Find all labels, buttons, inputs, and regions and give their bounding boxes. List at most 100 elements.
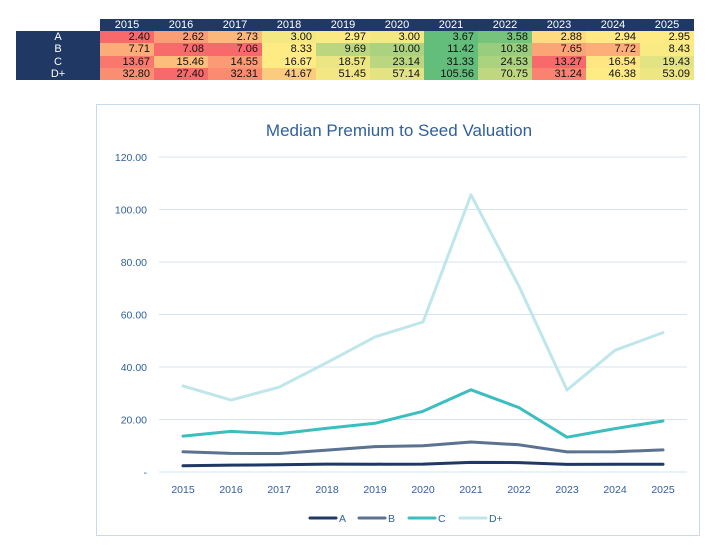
x-tick-label: 2023 [555, 484, 579, 496]
heatmap-col-header: 2019 [316, 19, 370, 32]
y-tick-label: 80.00 [121, 257, 147, 269]
heatmap-cell: 3.00 [370, 31, 424, 44]
heatmap-row-label: D+ [16, 67, 100, 80]
heatmap-cell: 18.57 [316, 55, 370, 68]
x-tick-label: 2022 [507, 484, 531, 496]
heatmap-cell: 51.45 [316, 67, 370, 80]
heatmap-cell: 105.56 [424, 67, 478, 80]
heatmap-col-header: 2024 [586, 19, 640, 32]
legend: A B C D+ [308, 513, 503, 525]
series-lines [181, 193, 665, 468]
legend-label: A [339, 513, 346, 525]
y-axis-ticks: - 20.00 40.00 60.00 80.00 100.00 120.00 [115, 152, 148, 479]
series-line-b [181, 440, 665, 455]
heatmap-row: C 13.67 15.46 14.55 16.67 18.57 23.14 31.33 24.5… [16, 55, 694, 68]
heatmap-cell: 14.55 [208, 55, 262, 68]
heatmap-cell: 23.14 [370, 55, 424, 68]
heatmap-cell: 13.67 [100, 55, 154, 68]
heatmap-cell: 3.67 [424, 31, 478, 44]
x-tick-label: 2017 [267, 484, 291, 496]
x-tick-label: 2024 [603, 484, 627, 496]
heatmap-cell: 2.40 [100, 31, 154, 44]
heatmap-cell: 70.75 [478, 67, 532, 80]
heatmap-corner-cell [16, 19, 100, 32]
heatmap-cell: 7.71 [100, 43, 154, 56]
heatmap-cell: 7.72 [586, 43, 640, 56]
x-tick-label: 2025 [651, 484, 675, 496]
heatmap-cell: 9.69 [316, 43, 370, 56]
y-tick-label: 120.00 [115, 152, 147, 164]
heatmap-cell: 2.73 [208, 31, 262, 44]
heatmap-cell: 16.54 [586, 55, 640, 68]
x-tick-label: 2021 [459, 484, 483, 496]
heatmap-cell: 2.88 [532, 31, 586, 44]
heatmap-cell: 10.00 [370, 43, 424, 56]
heatmap-cell: 11.42 [424, 43, 478, 56]
heatmap-cell: 16.67 [262, 55, 316, 68]
heatmap-cell: 10.38 [478, 43, 532, 56]
heatmap-table: 2015 2016 2017 2018 2019 2020 2021 2022 2023 2024… [16, 19, 694, 80]
line-chart: Median Premium to Seed Valuation - 20.00 4… [115, 121, 687, 525]
x-tick-label: 2020 [411, 484, 435, 496]
legend-label: B [388, 513, 395, 525]
y-tick-label: 40.00 [121, 362, 147, 374]
heatmap-row: D+ 32.80 27.40 32.31 41.67 51.45 57.14 105.56 70… [16, 67, 694, 80]
heatmap-body: A 2.40 2.62 2.73 3.00 2.97 3.00 3.67 3.58 2.88 2.9… [16, 31, 694, 80]
series-line-a [181, 460, 665, 468]
heatmap-row-label: B [16, 43, 100, 56]
heatmap-col-header: 2023 [532, 19, 586, 32]
heatmap-col-header: 2021 [424, 19, 478, 32]
heatmap-cell: 32.31 [208, 67, 262, 80]
heatmap-row-label: C [16, 55, 100, 68]
heatmap-cell: 7.08 [154, 43, 208, 56]
heatmap-cell: 32.80 [100, 67, 154, 80]
legend-label: D+ [489, 513, 503, 525]
heatmap-cell: 3.58 [478, 31, 532, 44]
heatmap-col-header: 2025 [640, 19, 694, 32]
x-axis-ticks: 2015 2016 2017 2018 2019 2020 2021 2022 2023 2024… [171, 484, 675, 496]
x-tick-label: 2015 [171, 484, 195, 496]
series-line-d-plus [181, 193, 665, 402]
series-line-c [181, 388, 665, 439]
heatmap-row-label: A [16, 31, 100, 44]
heatmap-col-header: 2015 [100, 19, 154, 32]
heatmap-cell: 3.00 [262, 31, 316, 44]
heatmap-cell: 41.67 [262, 67, 316, 80]
legend-label: C [438, 513, 446, 525]
heatmap-cell: 27.40 [154, 67, 208, 80]
heatmap-col-header: 2022 [478, 19, 532, 32]
heatmap-cell: 2.94 [586, 31, 640, 44]
heatmap-cell: 7.65 [532, 43, 586, 56]
heatmap-cell: 2.95 [640, 31, 694, 44]
y-tick-label: 20.00 [121, 415, 147, 427]
heatmap-cell: 57.14 [370, 67, 424, 80]
heatmap-row: A 2.40 2.62 2.73 3.00 2.97 3.00 3.67 3.58 2.88 2.9… [16, 31, 694, 44]
x-tick-label: 2018 [315, 484, 339, 496]
heatmap-cell: 13.27 [532, 55, 586, 68]
chart-title: Median Premium to Seed Valuation [266, 121, 532, 140]
heatmap-cell: 8.43 [640, 43, 694, 56]
x-tick-label: 2016 [219, 484, 243, 496]
heatmap-cell: 19.43 [640, 55, 694, 68]
heatmap-cell: 31.33 [424, 55, 478, 68]
y-tick-label: 100.00 [115, 205, 147, 217]
chart-panel: Median Premium to Seed Valuation - 20.00 4… [96, 104, 700, 536]
heatmap-cell: 2.97 [316, 31, 370, 44]
heatmap-cell: 7.06 [208, 43, 262, 56]
heatmap-cell: 8.33 [262, 43, 316, 56]
heatmap-col-header: 2018 [262, 19, 316, 32]
heatmap-col-header: 2016 [154, 19, 208, 32]
heatmap-col-header: 2017 [208, 19, 262, 32]
gridlines [159, 156, 687, 473]
heatmap-cell: 31.24 [532, 67, 586, 80]
y-tick-label: 60.00 [121, 310, 147, 322]
heatmap-col-header: 2020 [370, 19, 424, 32]
heatmap-cell: 46.38 [586, 67, 640, 80]
heatmap-cell: 15.46 [154, 55, 208, 68]
heatmap-cell: 24.53 [478, 55, 532, 68]
heatmap-header-row: 2015 2016 2017 2018 2019 2020 2021 2022 2023 2024… [16, 19, 694, 32]
heatmap-cell: 53.09 [640, 67, 694, 80]
x-tick-label: 2019 [363, 484, 387, 496]
heatmap-row: B 7.71 7.08 7.06 8.33 9.69 10.00 11.42 10.38 7.65… [16, 43, 694, 56]
y-tick-label: - [144, 467, 148, 479]
